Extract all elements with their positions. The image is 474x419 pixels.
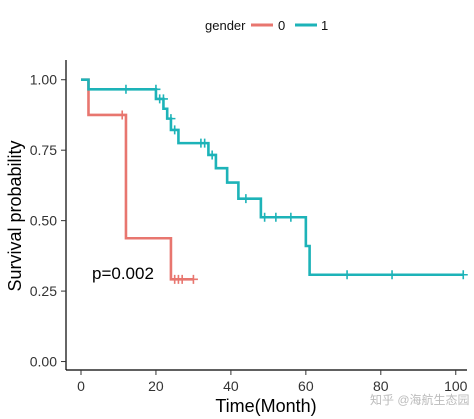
- censor-mark-1: [200, 138, 210, 148]
- censor-mark-1: [241, 194, 251, 204]
- y-axis-title: Survival probability: [5, 140, 25, 291]
- survival-curve-0: [80, 78, 194, 281]
- censor-mark-1: [342, 270, 352, 280]
- censor-mark-1: [166, 114, 176, 124]
- x-tick-label: 40: [223, 378, 239, 394]
- p-value-annotation: p=0.002: [92, 264, 154, 283]
- legend-label-0: 0: [278, 18, 285, 33]
- legend-label-1: 1: [321, 18, 328, 33]
- censor-mark-1: [170, 125, 180, 135]
- censor-mark-1: [151, 84, 161, 94]
- watermark-text: 知乎 @海航生态园: [370, 392, 470, 407]
- x-tick-label: 60: [298, 378, 314, 394]
- y-tick-label: 0.50: [30, 213, 57, 229]
- y-tick-label: 0.25: [30, 283, 57, 299]
- y-tick-label: 0.00: [30, 354, 57, 370]
- x-tick-label: 100: [444, 378, 468, 394]
- censor-mark-1: [158, 94, 168, 104]
- censor-mark-1: [207, 150, 217, 160]
- x-tick-label: 20: [148, 378, 164, 394]
- censor-mark-1: [387, 270, 397, 280]
- survival-curve-1: [80, 78, 464, 277]
- x-ticks: 0 20 40 60 80 100: [77, 370, 468, 394]
- censor-mark-1: [121, 84, 131, 94]
- y-ticks: 0.00 0.25 0.50 0.75 1.00: [30, 72, 66, 370]
- legend-title: gender: [205, 18, 246, 33]
- censor-mark-0: [177, 274, 187, 284]
- y-tick-label: 0.75: [30, 142, 57, 158]
- series-layer: [80, 78, 468, 284]
- censor-mark-1: [458, 270, 468, 280]
- x-tick-label: 80: [373, 378, 389, 394]
- censor-mark-0: [188, 274, 198, 284]
- censor-mark-0: [117, 110, 127, 120]
- censor-mark-1: [260, 212, 270, 222]
- y-tick-label: 1.00: [30, 72, 57, 88]
- legend: gender 0 1: [205, 18, 328, 33]
- x-tick-label: 0: [77, 378, 85, 394]
- censor-mark-1: [286, 212, 296, 222]
- x-axis-title: Time(Month): [215, 396, 316, 416]
- censor-mark-1: [271, 212, 281, 222]
